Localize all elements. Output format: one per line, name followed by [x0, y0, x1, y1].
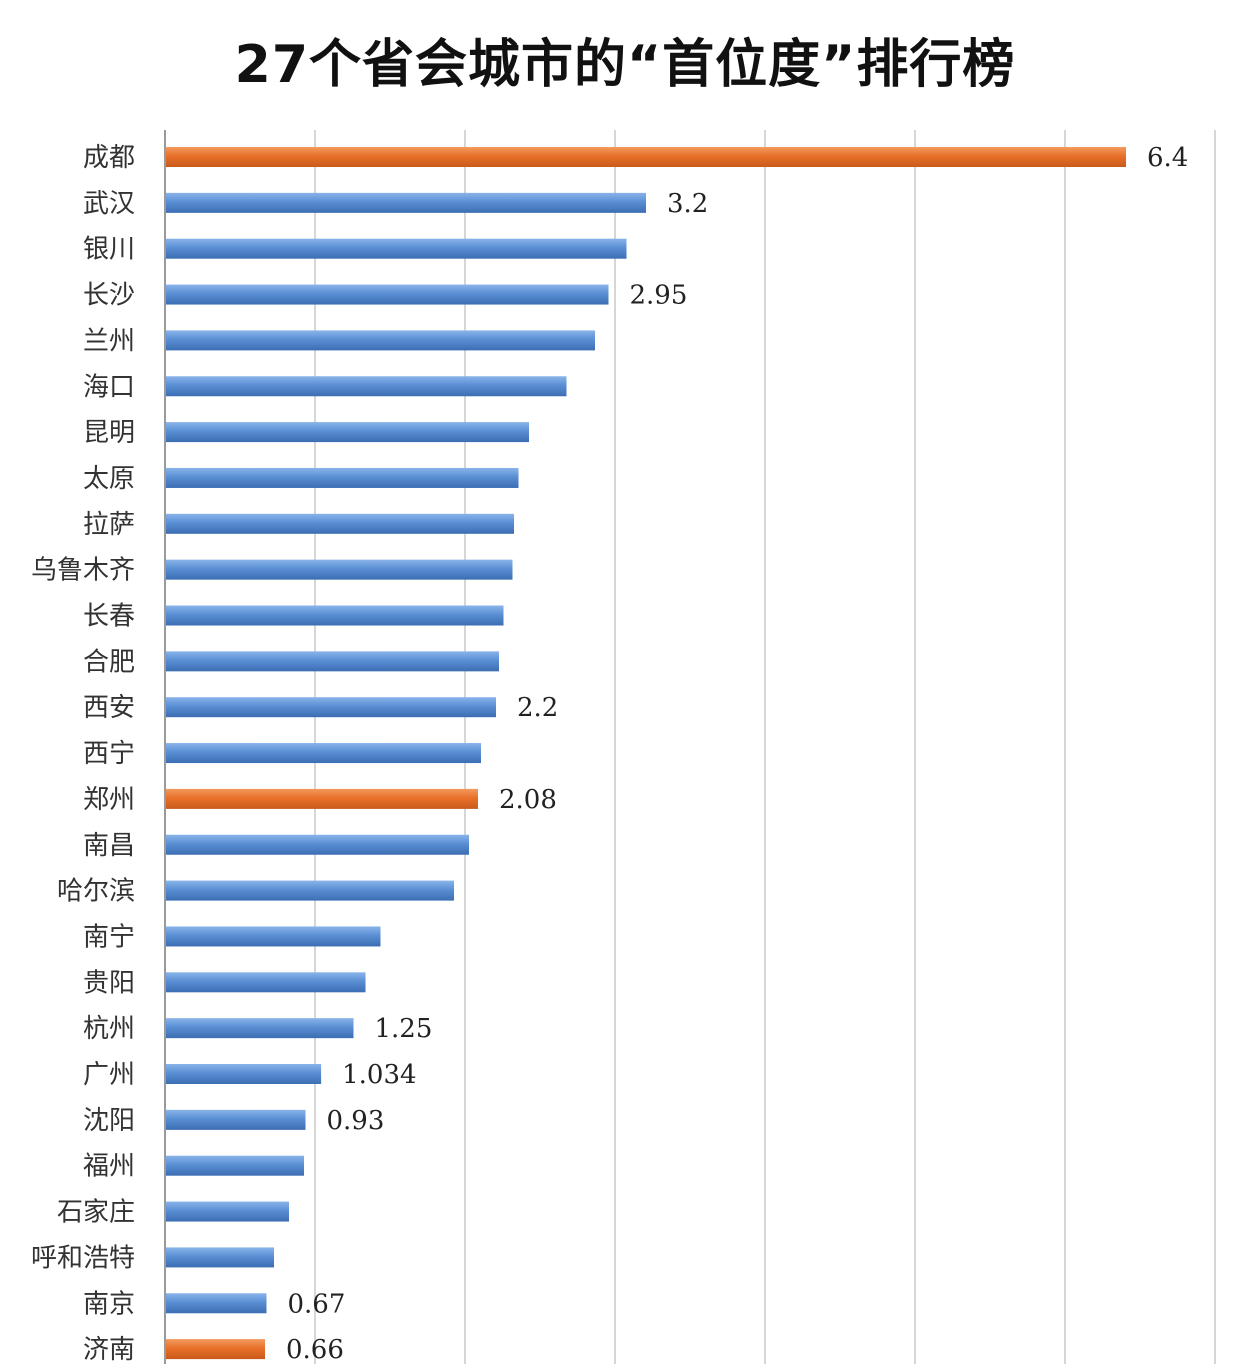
data-label: 0.93 [327, 1106, 385, 1136]
bar-乌鲁木齐 [166, 559, 513, 580]
category-label: 南宁 [83, 922, 135, 952]
bar-呼和浩特 [166, 1247, 274, 1268]
category-label: 贵阳 [83, 968, 135, 998]
bar-广州 [166, 1064, 322, 1084]
category-label: 济南 [83, 1335, 135, 1364]
bar-武汉 [166, 192, 646, 213]
data-label: 2.08 [499, 785, 557, 815]
category-label: 沈阳 [83, 1106, 135, 1136]
category-label: 合肥 [83, 647, 135, 677]
category-label: 呼和浩特 [31, 1243, 135, 1273]
data-label: 2.2 [517, 693, 558, 723]
category-label: 郑州 [83, 785, 135, 815]
data-label: 0.66 [286, 1335, 344, 1364]
bar-西宁 [166, 743, 481, 764]
bar-哈尔滨 [166, 880, 454, 901]
data-label: 2.95 [630, 281, 688, 311]
bar-兰州 [166, 330, 595, 351]
bar-济南 [166, 1339, 265, 1360]
category-label: 广州 [83, 1060, 135, 1090]
bar-贵阳 [166, 972, 366, 993]
category-label: 哈尔滨 [57, 877, 135, 907]
category-label: 福州 [83, 1152, 135, 1182]
data-label: 0.67 [288, 1289, 346, 1319]
bar-沈阳 [166, 1109, 306, 1130]
category-label: 乌鲁木齐 [31, 556, 135, 586]
bar-银川 [166, 238, 627, 259]
bar-昆明 [166, 422, 529, 443]
bar-郑州 [166, 788, 478, 809]
category-label: 拉萨 [83, 510, 135, 540]
category-labels: 成都武汉银川长沙兰州海口昆明太原拉萨乌鲁木齐长春合肥西安西宁郑州南昌哈尔滨南宁贵… [31, 143, 135, 1364]
data-label: 3.2 [667, 189, 708, 219]
bar-长春 [166, 605, 504, 626]
category-label: 石家庄 [57, 1198, 135, 1228]
data-label: 6.4 [1147, 143, 1188, 173]
bar-拉萨 [166, 513, 514, 534]
category-label: 成都 [83, 143, 135, 173]
category-label: 南昌 [83, 831, 135, 861]
bar-南昌 [166, 834, 469, 855]
bar-杭州 [166, 1018, 354, 1039]
bar-长沙 [166, 284, 609, 305]
category-label: 南京 [83, 1289, 135, 1319]
bar-合肥 [166, 651, 499, 672]
bar-海口 [166, 376, 567, 397]
category-label: 海口 [83, 372, 135, 402]
data-label: 1.034 [342, 1060, 416, 1090]
bar-福州 [166, 1155, 304, 1176]
category-label: 武汉 [83, 189, 135, 219]
category-label: 杭州 [83, 1014, 135, 1044]
bar-西安 [166, 697, 496, 718]
category-label: 长沙 [83, 281, 135, 311]
category-label: 太原 [83, 464, 135, 494]
category-label: 西宁 [83, 739, 135, 769]
data-labels: 6.4 3.2 2.95 2.2 2.08 1.25 1.034 0.93 0.67 0.66 [286, 143, 1188, 1364]
bars [166, 147, 1126, 1360]
bar-石家庄 [166, 1201, 289, 1222]
data-label: 1.25 [375, 1014, 433, 1044]
bar-南宁 [166, 926, 381, 947]
category-label: 银川 [83, 235, 135, 265]
bar-太原 [166, 467, 519, 488]
bar-南京 [166, 1293, 267, 1314]
category-label: 西安 [83, 693, 135, 723]
category-label: 兰州 [83, 326, 135, 356]
category-label: 长春 [83, 602, 135, 632]
bar-成都 [166, 147, 1126, 167]
category-label: 昆明 [83, 418, 135, 448]
chart-title: 27个省会城市的“首位度”排行榜 [234, 35, 1016, 95]
